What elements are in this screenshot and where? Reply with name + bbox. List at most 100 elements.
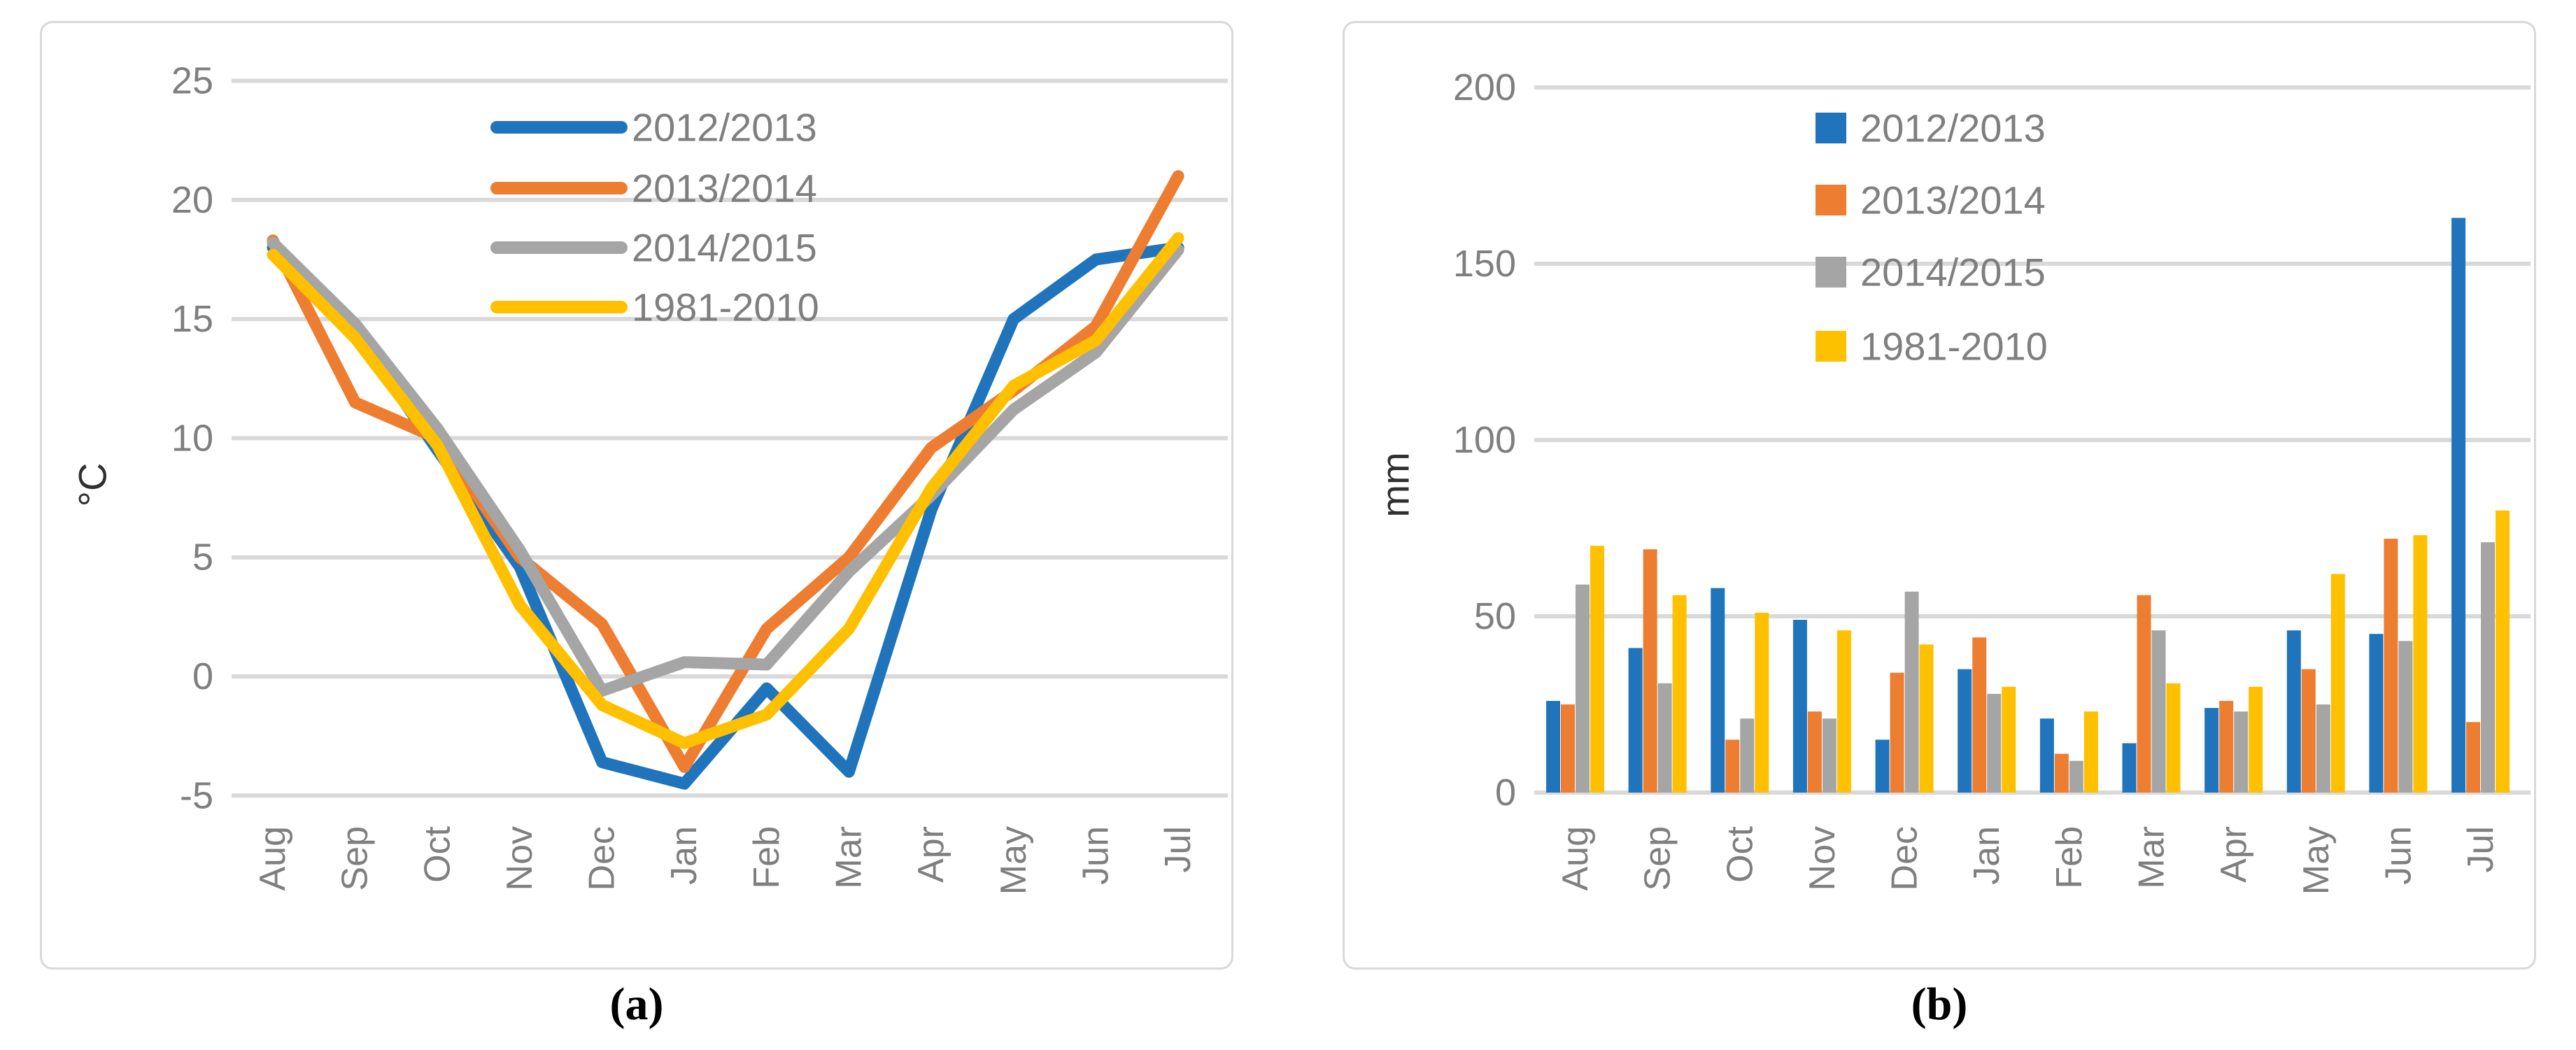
caption-a-text: (a): [609, 979, 664, 1030]
month-label-Feb: Feb: [2049, 826, 2090, 889]
bar-1981-2010-Dec: [1919, 644, 1934, 793]
bar-1981-2010-Nov: [1837, 630, 1851, 793]
legend-square-marker-1981-2010: [1816, 331, 1846, 362]
bar-2014/2015-Feb: [2069, 760, 2083, 793]
month-label-Nov: Nov: [500, 826, 540, 891]
y-tick-label: 20: [171, 179, 213, 221]
y-tick-label: 150: [1453, 243, 1516, 285]
y-axis-title: mm: [1373, 452, 1417, 517]
bar-2013/2014-May: [2301, 669, 2316, 793]
bar-2013/2014-Apr: [2219, 700, 2234, 793]
y-tick-label: 0: [192, 655, 213, 697]
month-label-Jan: Jan: [1967, 826, 2007, 885]
bar-2013/2014-Jun: [2384, 539, 2398, 793]
month-label-May: May: [993, 826, 1034, 895]
month-label-Sep: Sep: [335, 826, 376, 891]
y-tick-label: -5: [180, 774, 213, 816]
month-label-Jan: Jan: [664, 826, 705, 885]
month-label-Dec: Dec: [1885, 826, 1925, 891]
month-label-Mar: Mar: [2131, 826, 2172, 889]
bar-1981-2010-Sep: [1672, 595, 1687, 793]
month-label-Dec: Dec: [582, 826, 623, 891]
bar-2012/2013-Feb: [2039, 718, 2054, 793]
bar-2014/2015-Oct: [1740, 718, 1755, 793]
month-label-Jun: Jun: [1075, 826, 1116, 885]
bar-2012/2013-Sep: [1628, 648, 1643, 793]
legend-label-2013/2014: 2013/2014: [1860, 178, 2046, 222]
bar-1981-2010-Oct: [1755, 612, 1769, 793]
bar-2013/2014-Nov: [1807, 711, 1822, 793]
caption-a: (a): [40, 978, 1233, 1048]
caption-b-text: (b): [1911, 979, 1968, 1030]
legend-label-1981-2010: 1981-2010: [632, 285, 819, 329]
legend-square-marker-2014/2015: [1816, 257, 1846, 288]
bar-1981-2010-Jan: [2002, 686, 2016, 793]
line-series-1981-2010: [267, 232, 1184, 749]
legend-label-2014/2015: 2014/2015: [632, 226, 817, 270]
month-label-Jul: Jul: [1158, 826, 1198, 872]
bar-2014/2015-Dec: [1904, 591, 1919, 793]
month-label-Apr: Apr: [911, 826, 951, 883]
precipitation-chart-panel: 200 150 100 50 0 Aug Sep Oct Nov Dec Jan Feb Mar Apr M…: [1343, 21, 2536, 970]
legend-label-2012/2013: 2012/2013: [632, 106, 817, 150]
month-label-Jun: Jun: [2378, 826, 2419, 885]
bar-2012/2013-Dec: [1875, 739, 1890, 793]
bar-2014/2015-Nov: [1822, 718, 1837, 793]
month-label-Sep: Sep: [1638, 826, 1678, 891]
bar-1981-2010-Apr: [2249, 686, 2263, 793]
bar-2012/2013-May: [2286, 630, 2301, 793]
month-label-Oct: Oct: [1720, 825, 1760, 882]
bar-2014/2015-May: [2316, 704, 2330, 793]
bar-2012/2013-Jul: [2451, 218, 2466, 793]
month-label-Apr: Apr: [2214, 826, 2254, 883]
legend-square-marker-2013/2014: [1816, 185, 1846, 215]
month-label-Jul: Jul: [2461, 826, 2501, 872]
month-label-May: May: [2296, 826, 2337, 895]
line-series-2014/2015: [267, 236, 1184, 697]
bar-2013/2014-Feb: [2054, 753, 2069, 793]
month-label-Oct: Oct: [417, 825, 458, 882]
bar-2012/2013-Mar: [2122, 743, 2137, 793]
bar-2012/2013-Oct: [1711, 588, 1725, 793]
y-tick-label: 200: [1453, 66, 1516, 108]
legend-square-marker-2012/2013: [1816, 113, 1846, 143]
bar-2014/2015-Mar: [2151, 630, 2166, 793]
month-label-Nov: Nov: [1802, 826, 1843, 891]
bar-1981-2010-Jul: [2496, 510, 2510, 793]
bar-2014/2015-Aug: [1576, 584, 1590, 793]
legend-label-2014/2015: 2014/2015: [1860, 250, 2046, 295]
month-label-Aug: Aug: [1555, 826, 1596, 891]
bar-2012/2013-Apr: [2205, 708, 2219, 793]
legend-label-2013/2014: 2013/2014: [632, 166, 817, 211]
month-label-Mar: Mar: [828, 826, 869, 889]
bar-2014/2015-Apr: [2234, 711, 2249, 793]
bar-2014/2015-Jun: [2398, 641, 2413, 793]
y-tick-label: 10: [171, 417, 213, 459]
bar-2014/2015-Jul: [2481, 542, 2496, 793]
bar-1981-2010-May: [2330, 574, 2345, 793]
legend-label-2012/2013: 2012/2013: [1860, 106, 2046, 150]
bar-2013/2014-Jan: [1972, 637, 1987, 793]
y-tick-label: 25: [171, 60, 213, 102]
bar-2014/2015-Jan: [1987, 693, 2002, 793]
bar-2013/2014-Dec: [1890, 672, 1904, 793]
bar-1981-2010-Mar: [2166, 683, 2181, 793]
bar-2013/2014-Aug: [1561, 704, 1575, 793]
bar-2012/2013-Aug: [1546, 700, 1560, 793]
temperature-chart-panel: 25 20 15 10 5 0 -5 Aug Sep Oct Nov Dec Jan Feb Mar Apr M…: [40, 21, 1233, 970]
bar-1981-2010-Aug: [1590, 546, 1604, 793]
bar-2013/2014-Jul: [2466, 722, 2481, 793]
y-tick-label: 0: [1495, 772, 1516, 814]
month-label-Feb: Feb: [746, 826, 787, 889]
temperature-line-chart: 25 20 15 10 5 0 -5 Aug Sep Oct Nov Dec Jan Feb Mar Apr M…: [71, 60, 1228, 895]
y-tick-label: 50: [1474, 595, 1516, 637]
legend-label-1981-2010: 1981-2010: [1860, 325, 2048, 369]
caption-b: (b): [1343, 978, 2536, 1048]
bar-2012/2013-Nov: [1792, 620, 1807, 793]
y-tick-label: 5: [192, 537, 213, 579]
y-tick-label: 15: [171, 298, 213, 340]
bar-2014/2015-Sep: [1657, 683, 1672, 793]
bar-2013/2014-Oct: [1725, 739, 1740, 793]
bar-1981-2010-Feb: [2083, 711, 2098, 793]
